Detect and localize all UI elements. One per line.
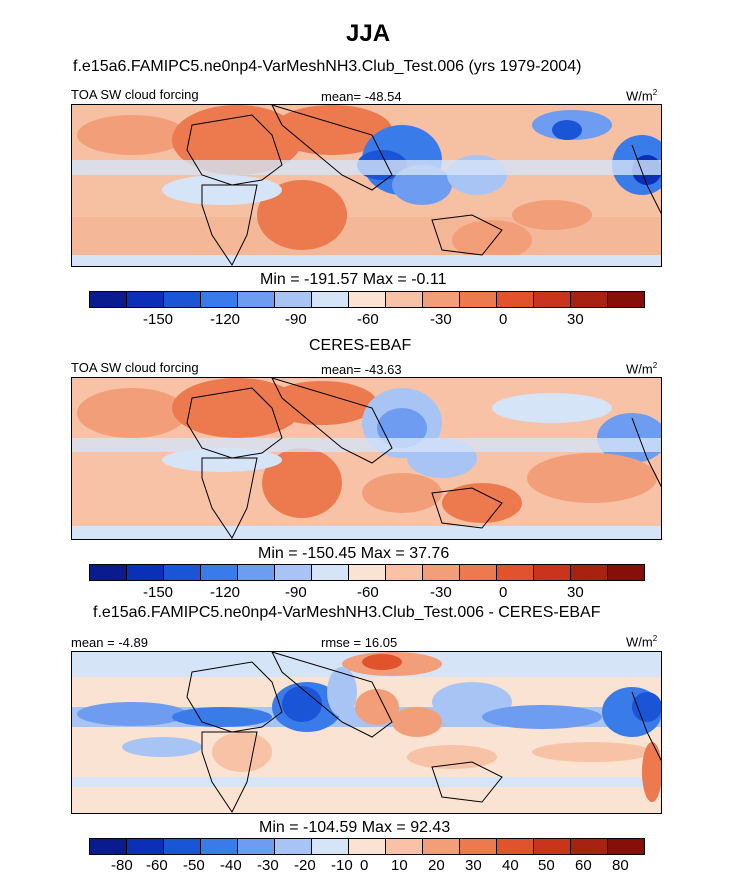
colorbar-cell	[90, 565, 127, 580]
colorbar-cell	[460, 292, 497, 307]
colorbar-cell	[608, 565, 644, 580]
colorbar-cell	[497, 839, 534, 854]
colorbar-cell	[423, 565, 460, 580]
panel-1-map	[71, 104, 662, 267]
panel-3-units: W/m2	[626, 634, 658, 650]
colorbar-cell	[164, 839, 201, 854]
colorbar-cell	[497, 292, 534, 307]
panel-1-tick: -90	[285, 311, 307, 328]
colorbar-cell	[275, 839, 312, 854]
colorbar-cell	[534, 565, 571, 580]
colorbar-cell	[497, 565, 534, 580]
colorbar-cell	[349, 292, 386, 307]
panel-2-tick: -90	[285, 584, 307, 601]
panel-3-minmax: Min = -104.59 Max = 92.43	[259, 819, 451, 836]
panel-3-heading: f.e15a6.FAMIPC5.ne0np4-VarMeshNH3.Club_T…	[93, 604, 601, 621]
colorbar-cell	[238, 565, 275, 580]
panel-2-tick: -120	[210, 584, 241, 601]
colorbar-cell	[386, 839, 423, 854]
figure-title: JJA	[346, 20, 391, 47]
panel-1-tick: -120	[210, 311, 241, 328]
panel-3-tick: 0	[360, 857, 369, 874]
panel-3-tick: 30	[465, 857, 482, 874]
panel-2-tick: -150	[143, 584, 174, 601]
panel-2-tick: -60	[357, 584, 379, 601]
panel-2-heading: CERES-EBAF	[309, 337, 412, 354]
colorbar-cell	[275, 565, 312, 580]
colorbar-cell	[386, 565, 423, 580]
panel-2-colorbar	[89, 564, 645, 581]
panel-3-heatmap	[72, 652, 661, 813]
panel-3-tick: 60	[575, 857, 592, 874]
colorbar-cell	[608, 292, 644, 307]
panel-3-map	[71, 651, 662, 814]
colorbar-cell	[312, 839, 349, 854]
colorbar-cell	[312, 565, 349, 580]
colorbar-cell	[349, 565, 386, 580]
colorbar-cell	[238, 292, 275, 307]
panel-3-rmse-label: rmse = 16.05	[321, 635, 398, 650]
colorbar-cell	[90, 292, 127, 307]
colorbar-cell	[423, 839, 460, 854]
panel-3-colorbar	[89, 838, 645, 855]
panel-1-tick: 0	[499, 311, 508, 328]
colorbar-cell	[201, 839, 238, 854]
panel-1-mean-label: mean= -48.54	[321, 89, 402, 104]
panel-3-tick: -30	[257, 857, 279, 874]
panel-3-tick: -60	[146, 857, 168, 874]
colorbar-cell	[127, 839, 164, 854]
panel-1-left-label: TOA SW cloud forcing	[71, 87, 199, 102]
panel-1-tick: -60	[357, 311, 379, 328]
colorbar-cell	[238, 839, 275, 854]
panel-3-tick: -20	[294, 857, 316, 874]
colorbar-cell	[127, 565, 164, 580]
panel-3-tick: -10	[331, 857, 353, 874]
colorbar-cell	[164, 292, 201, 307]
panel-2-tick: 30	[567, 584, 584, 601]
colorbar-cell	[534, 839, 571, 854]
panel-1-units: W/m2	[626, 88, 658, 104]
panel-1-heatmap	[72, 105, 661, 266]
panel-2-tick: 0	[499, 584, 508, 601]
panel-3-tick: -50	[183, 857, 205, 874]
panel-3-tick: 10	[391, 857, 408, 874]
colorbar-cell	[90, 839, 127, 854]
panel-2-left-label: TOA SW cloud forcing	[71, 360, 199, 375]
panel-2-map	[71, 377, 662, 540]
panel-2-mean-label: mean= -43.63	[321, 362, 402, 377]
panel-3-tick: -80	[111, 857, 133, 874]
panel-2-heatmap	[72, 378, 661, 539]
colorbar-cell	[201, 292, 238, 307]
panel-1-colorbar	[89, 291, 645, 308]
colorbar-cell	[127, 292, 164, 307]
panel-1-tick: -150	[143, 311, 174, 328]
colorbar-cell	[460, 839, 497, 854]
colorbar-cell	[164, 565, 201, 580]
colorbar-cell	[460, 565, 497, 580]
colorbar-cell	[201, 565, 238, 580]
panel-1-minmax: Min = -191.57 Max = -0.11	[260, 271, 447, 288]
panel-2-tick: -30	[430, 584, 452, 601]
colorbar-cell	[571, 839, 608, 854]
panel-3-tick: -40	[220, 857, 242, 874]
panel-3-tick: 40	[502, 857, 519, 874]
panel-3-tick: 50	[538, 857, 555, 874]
panel-1-tick: 30	[567, 311, 584, 328]
colorbar-cell	[275, 292, 312, 307]
colorbar-cell	[571, 565, 608, 580]
colorbar-cell	[534, 292, 571, 307]
colorbar-cell	[312, 292, 349, 307]
panel-2-minmax: Min = -150.45 Max = 37.76	[258, 545, 450, 562]
panel-2-units: W/m2	[626, 361, 658, 377]
panel-1-tick: -30	[430, 311, 452, 328]
panel-1-heading: f.e15a6.FAMIPC5.ne0np4-VarMeshNH3.Club_T…	[73, 58, 582, 75]
panel-3-mean-label: mean = -4.89	[71, 635, 148, 650]
colorbar-cell	[349, 839, 386, 854]
colorbar-cell	[386, 292, 423, 307]
panel-3-tick: 80	[612, 857, 629, 874]
colorbar-cell	[571, 292, 608, 307]
colorbar-cell	[608, 839, 644, 854]
colorbar-cell	[423, 292, 460, 307]
panel-3-tick: 20	[428, 857, 445, 874]
